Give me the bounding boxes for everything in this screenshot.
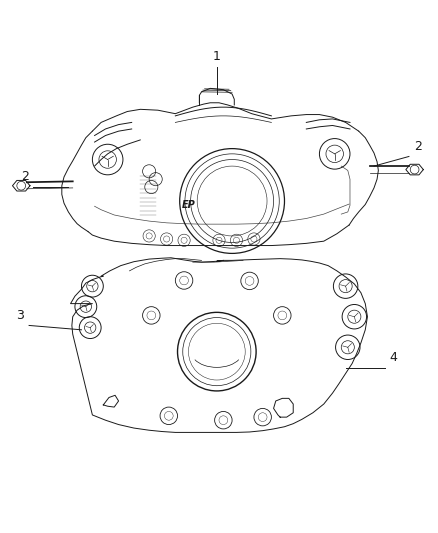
Text: 3: 3: [16, 309, 24, 322]
Text: 2: 2: [414, 140, 422, 153]
Text: 4: 4: [390, 351, 398, 364]
Text: EP: EP: [182, 200, 195, 211]
Text: 2: 2: [21, 170, 28, 183]
Text: 1: 1: [213, 50, 221, 63]
